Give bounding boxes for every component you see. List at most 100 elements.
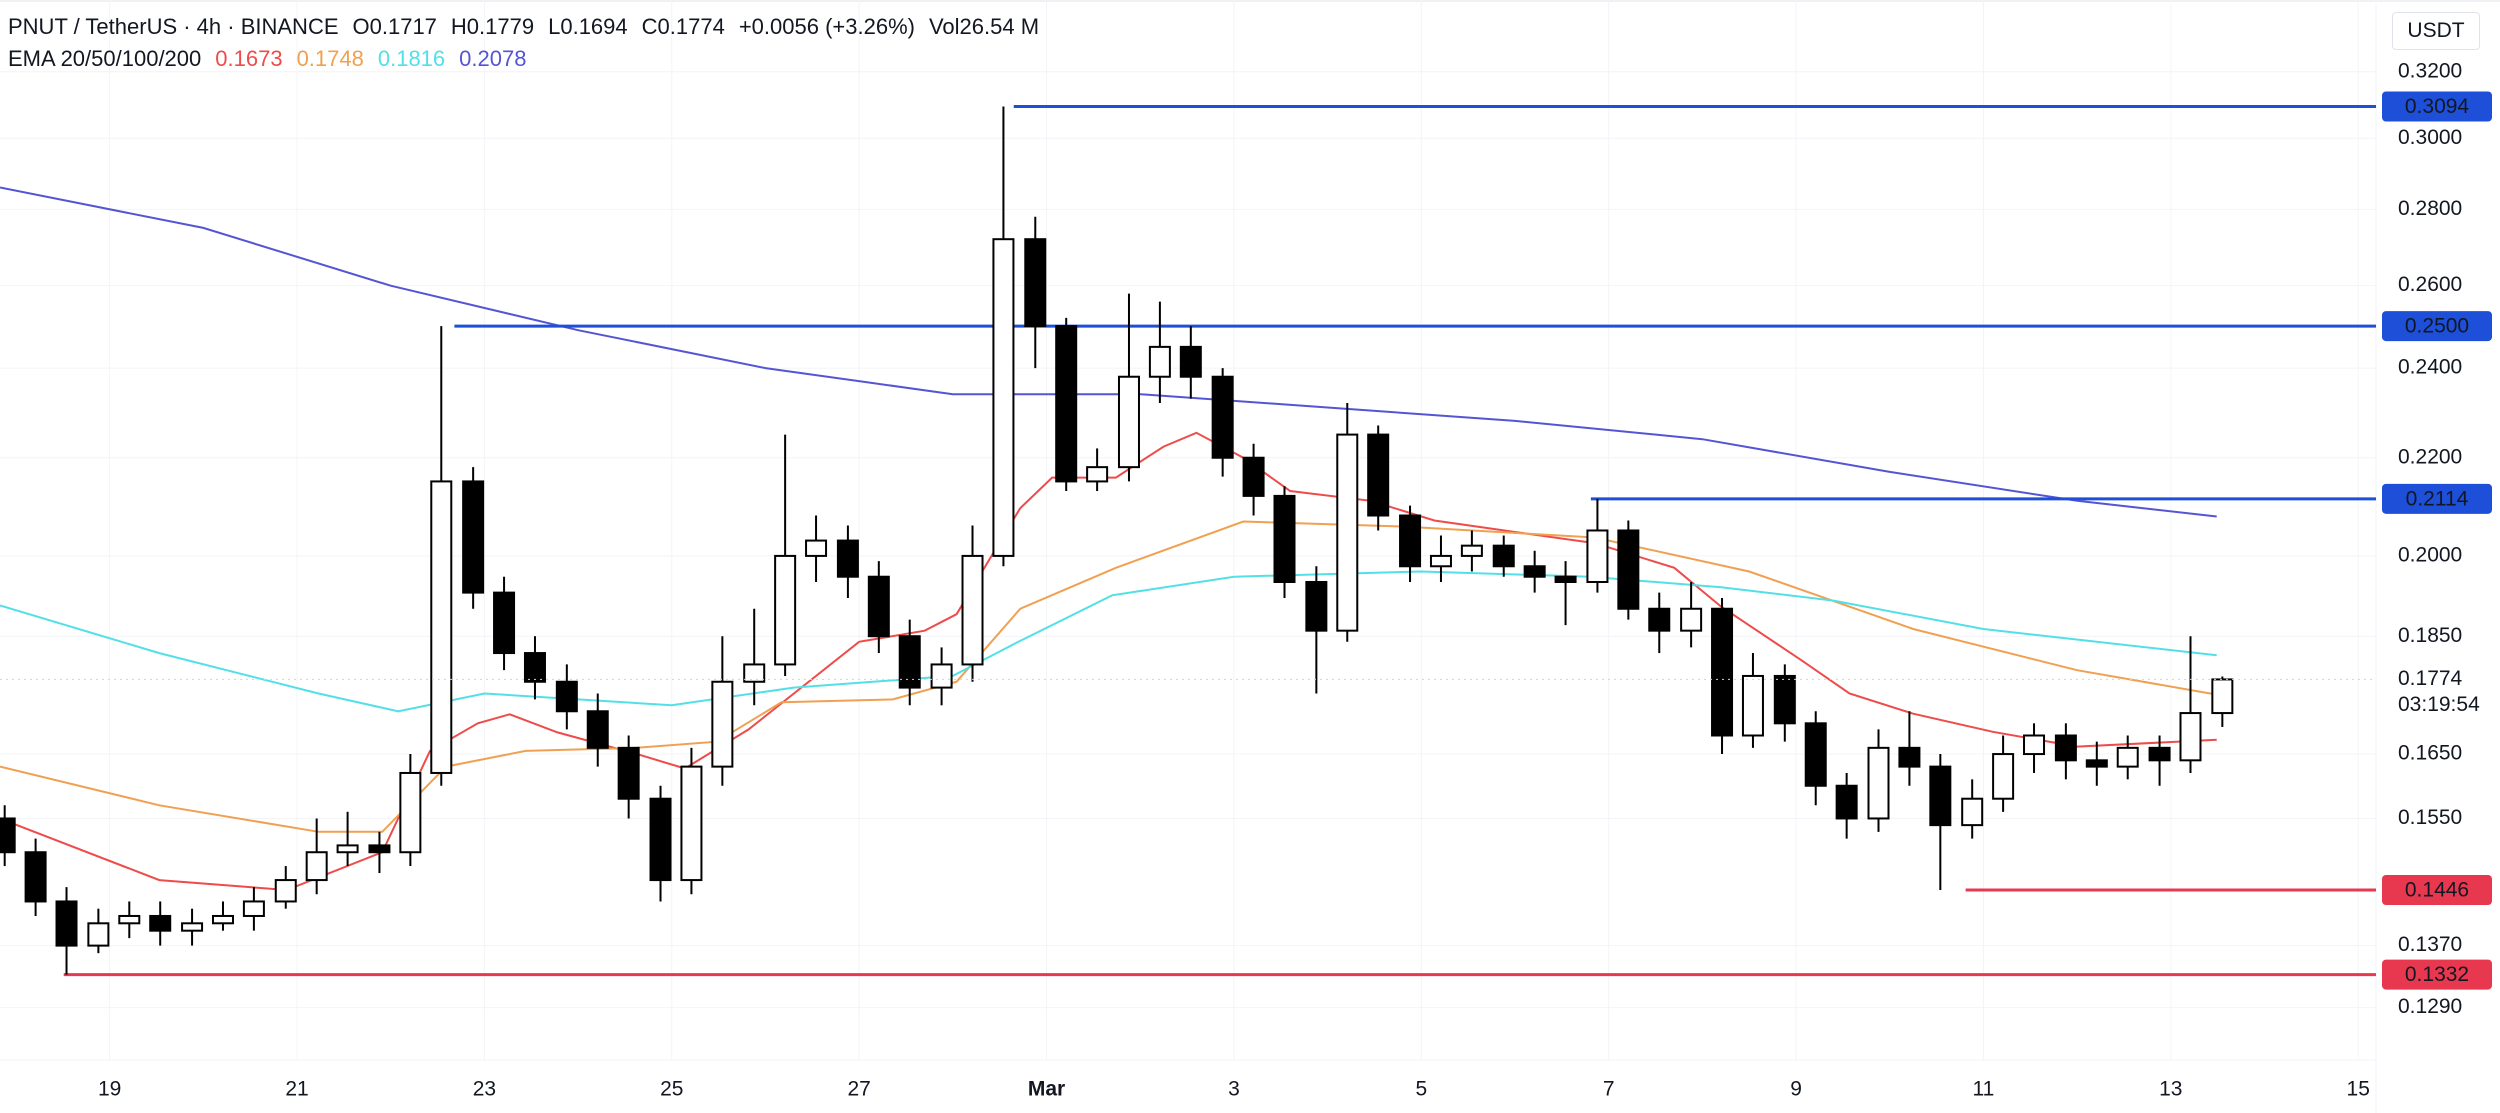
countdown-label: 03:19:54	[2398, 693, 2480, 716]
candle-body	[1835, 784, 1858, 820]
x-tick-label: 13	[2159, 1078, 2182, 1101]
candle-body	[649, 797, 672, 882]
symbol: PNUT / TetherUS · 4h · BINANCE	[8, 14, 339, 39]
current-price-label: 0.1774	[2398, 667, 2463, 690]
candle-body	[1898, 746, 1921, 768]
price-tag	[2382, 483, 2492, 514]
candle-body	[555, 680, 578, 713]
candle-body	[181, 922, 204, 932]
candle-body	[1336, 433, 1359, 632]
x-tick-label: 9	[1790, 1078, 1802, 1101]
candle-body	[1367, 433, 1390, 517]
candle-body	[462, 480, 485, 594]
candle-body	[1242, 456, 1265, 497]
x-tick-label: 21	[285, 1078, 308, 1101]
candle-body	[2085, 759, 2108, 768]
x-tick-label: 11	[1973, 1078, 1995, 1101]
candle-body	[523, 652, 546, 683]
y-tick-label: 0.1650	[2398, 742, 2462, 765]
candle-body	[87, 922, 110, 947]
x-tick-label: 19	[98, 1078, 121, 1101]
stat: H0.1779	[450, 14, 535, 39]
y-tick-label: 0.2400	[2398, 356, 2462, 379]
currency-button[interactable]: USDT	[2392, 12, 2480, 50]
x-tick-label: 27	[847, 1078, 870, 1101]
price-tag-label: 0.2114	[2406, 487, 2469, 510]
candle-body	[1211, 375, 1234, 459]
ema-line	[0, 570, 2217, 713]
stat: Vol26.54 M	[928, 14, 1040, 39]
candle-body	[1741, 674, 1764, 737]
stat: C0.1774	[641, 14, 725, 39]
ema-value: 0.1673	[215, 46, 283, 71]
candle-body	[149, 914, 172, 932]
price-tag	[2382, 959, 2492, 990]
candle-body	[1929, 765, 1952, 827]
candle-body	[930, 663, 953, 689]
x-tick-label: 3	[1228, 1078, 1240, 1101]
candle-body	[24, 851, 47, 903]
ema-value: 0.1816	[377, 46, 446, 71]
x-tick-label: 25	[660, 1078, 683, 1101]
y-tick-label: 0.1850	[2398, 624, 2462, 647]
x-tick-label: 5	[1415, 1078, 1427, 1101]
y-tick-label: 0.3000	[2398, 126, 2462, 149]
candle-body	[1429, 554, 1452, 568]
ema-line	[0, 431, 2217, 892]
y-tick-label: 0.3200	[2398, 59, 2462, 82]
candle-body	[2054, 734, 2077, 762]
candle-body	[211, 914, 234, 925]
candle-body	[1773, 674, 1796, 725]
candle-body	[992, 238, 1015, 557]
x-tick-label: 23	[473, 1078, 496, 1101]
candle-body	[711, 680, 734, 768]
stat: O0.1717	[352, 14, 437, 39]
candle-body	[680, 765, 703, 882]
candle-body	[1024, 238, 1047, 328]
candle-body	[1617, 529, 1640, 610]
stat: +0.0056 (+3.26%)	[738, 14, 915, 39]
candle-body	[1992, 753, 2015, 800]
x-tick-label: 15	[2347, 1078, 2370, 1101]
price-tag-label: 0.1446	[2405, 879, 2469, 902]
y-tick-label: 0.1550	[2398, 806, 2462, 829]
y-tick-label: 0.2200	[2398, 445, 2462, 468]
header-line: PNUT / TetherUS · 4h · BINANCE O0.1717 H0.…	[8, 14, 1067, 40]
candle-body	[1961, 797, 1984, 827]
price-tag-label: 0.1332	[2405, 963, 2469, 986]
candle-body	[430, 480, 453, 774]
candle-body	[1554, 575, 1577, 583]
indicator-line: EMA 20/50/100/200 0.1673 0.1748 0.1816 0.207…	[8, 46, 554, 72]
x-tick-label: Mar	[1028, 1078, 1065, 1101]
candle-body	[743, 663, 766, 683]
price-tag-label: 0.3094	[2405, 95, 2470, 118]
candle-body	[274, 879, 297, 903]
candle-body	[805, 539, 828, 557]
candle-body	[774, 554, 797, 666]
stat: L0.1694	[548, 14, 628, 39]
y-tick-label: 0.2800	[2398, 197, 2462, 220]
candle-body	[617, 746, 640, 800]
candle-body	[1680, 607, 1703, 632]
candle-body	[1804, 722, 1827, 787]
candle-body	[1492, 544, 1515, 568]
candle-body	[1117, 375, 1140, 469]
candle-body	[961, 554, 984, 666]
price-tag	[2382, 874, 2492, 905]
candle-body	[2179, 712, 2202, 762]
indicator-values: 0.1673 0.1748 0.1816 0.2078	[215, 46, 540, 71]
candle-body	[1305, 580, 1328, 632]
candle-body	[242, 900, 265, 917]
candle-body	[1867, 746, 1890, 820]
candle-body	[368, 844, 391, 854]
candle-body	[1586, 529, 1609, 583]
candle-body	[586, 710, 609, 749]
price-tag	[2382, 91, 2492, 122]
candle-body	[1179, 345, 1202, 378]
candle-body	[2023, 734, 2046, 756]
candle-body	[1460, 544, 1483, 557]
ema-line	[0, 520, 2217, 833]
indicator-name: EMA 20/50/100/200	[8, 46, 202, 71]
ema-line	[0, 186, 2217, 518]
